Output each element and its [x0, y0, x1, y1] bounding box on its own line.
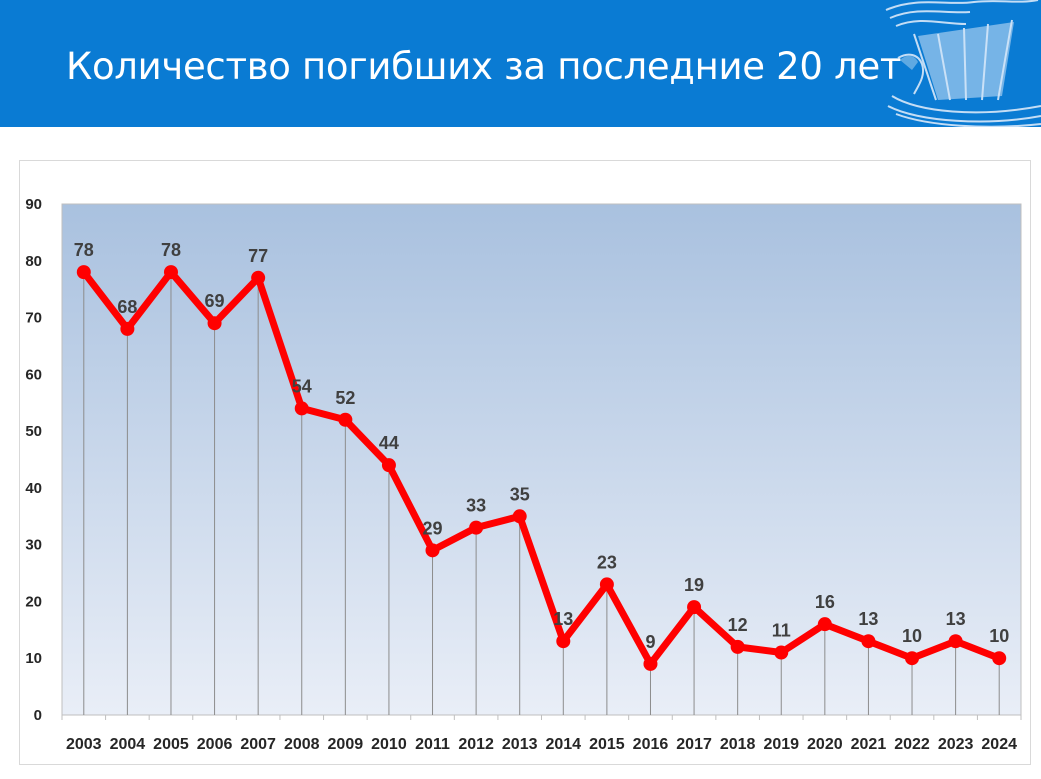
data-label: 23	[597, 552, 617, 572]
data-label: 12	[728, 615, 748, 635]
line-chart: 0 10 20 30 40 50 60 70 80 90 2003 2004 2005 2006 2007…	[25, 196, 1022, 753]
y-tick-label: 10	[25, 650, 42, 667]
x-tick-label: 2011	[415, 736, 450, 753]
data-label: 13	[858, 609, 878, 629]
data-point	[76, 265, 91, 280]
data-label: 11	[772, 621, 791, 641]
data-label: 54	[292, 376, 312, 396]
series-line	[80, 268, 1003, 668]
x-tick-label: 2008	[284, 736, 320, 753]
data-label: 52	[335, 388, 355, 408]
data-point	[381, 458, 396, 473]
x-tick-label: 2015	[589, 736, 625, 753]
plot-area	[61, 203, 1022, 716]
x-tick-label: 2006	[197, 736, 233, 753]
x-tick-label: 2023	[938, 736, 974, 753]
data-points	[76, 265, 1007, 671]
data-point	[251, 270, 266, 285]
data-label: 10	[989, 626, 1009, 646]
data-label: 78	[74, 240, 94, 260]
y-tick-label: 50	[25, 423, 42, 440]
data-point	[861, 634, 876, 649]
x-tick-label: 2018	[720, 736, 756, 753]
data-point	[730, 639, 745, 654]
data-point	[120, 321, 135, 336]
x-tick-label: 2003	[66, 736, 102, 753]
data-point	[425, 543, 440, 558]
y-tick-label: 0	[34, 707, 42, 724]
y-axis-ticks: 0 10 20 30 40 50 60 70 80 90	[25, 196, 42, 724]
x-tick-label: 2022	[894, 736, 930, 753]
data-label: 13	[553, 609, 573, 629]
data-point	[338, 412, 353, 427]
data-label: 13	[946, 609, 966, 629]
data-point	[163, 265, 178, 280]
data-labels: 78 68 78 69 77 54 52 44 29 33 35 13 23 9 19 12 11 16 13 10 1…	[74, 240, 1009, 652]
data-point	[817, 617, 832, 632]
x-tick-label: 2019	[763, 736, 799, 753]
x-tick-label: 2007	[240, 736, 276, 753]
data-label: 35	[510, 484, 530, 504]
data-point	[774, 645, 789, 660]
data-label: 19	[684, 575, 704, 595]
data-label: 29	[423, 518, 443, 538]
drop-lines	[83, 272, 1000, 715]
data-label: 69	[205, 291, 225, 311]
x-tick-label: 2005	[153, 736, 189, 753]
x-tick-label: 2009	[328, 736, 364, 753]
header-banner: Количество погибших за последние 20 лет	[0, 0, 1041, 127]
data-point	[992, 651, 1007, 666]
data-point	[207, 316, 222, 331]
y-tick-label: 70	[25, 310, 42, 327]
x-tick-label: 2014	[545, 736, 581, 753]
x-tick-label: 2010	[371, 736, 407, 753]
data-point	[948, 634, 963, 649]
x-tick-label: 2012	[458, 736, 494, 753]
data-label: 78	[161, 240, 181, 260]
axes	[61, 714, 1022, 720]
x-axis-ticks: 2003 2004 2005 2006 2007 2008 2009 2010 2011 2012…	[66, 736, 1017, 753]
chart-frame: 0 10 20 30 40 50 60 70 80 90 2003 2004 2005 2006 2007…	[19, 160, 1031, 765]
data-label: 44	[379, 433, 399, 453]
data-point	[905, 651, 920, 666]
x-tick-label: 2004	[110, 736, 146, 753]
data-label: 10	[902, 626, 922, 646]
data-point	[469, 520, 484, 535]
x-tick-label: 2013	[502, 736, 538, 753]
data-label: 68	[117, 297, 137, 317]
y-tick-label: 80	[25, 253, 42, 270]
data-label: 16	[815, 592, 835, 612]
y-tick-label: 90	[25, 196, 42, 213]
y-tick-label: 40	[25, 480, 42, 497]
x-tick-label: 2020	[807, 736, 843, 753]
data-label: 9	[645, 632, 655, 652]
data-label: 33	[466, 496, 486, 516]
data-point	[294, 401, 309, 416]
x-tick-label: 2016	[633, 736, 669, 753]
page-title: Количество погибших за последние 20 лет	[66, 45, 902, 88]
y-tick-label: 20	[25, 593, 42, 610]
y-tick-label: 30	[25, 537, 42, 554]
viking-ship-logo-icon	[885, 0, 1041, 127]
data-point	[556, 634, 571, 649]
y-tick-label: 60	[25, 366, 42, 383]
data-point	[512, 509, 527, 524]
x-tick-label: 2024	[981, 736, 1017, 753]
x-tick-label: 2021	[851, 736, 887, 753]
data-label: 77	[248, 246, 268, 266]
data-point	[599, 577, 614, 592]
data-point	[643, 656, 658, 671]
data-point	[687, 600, 702, 615]
x-tick-label: 2017	[676, 736, 712, 753]
